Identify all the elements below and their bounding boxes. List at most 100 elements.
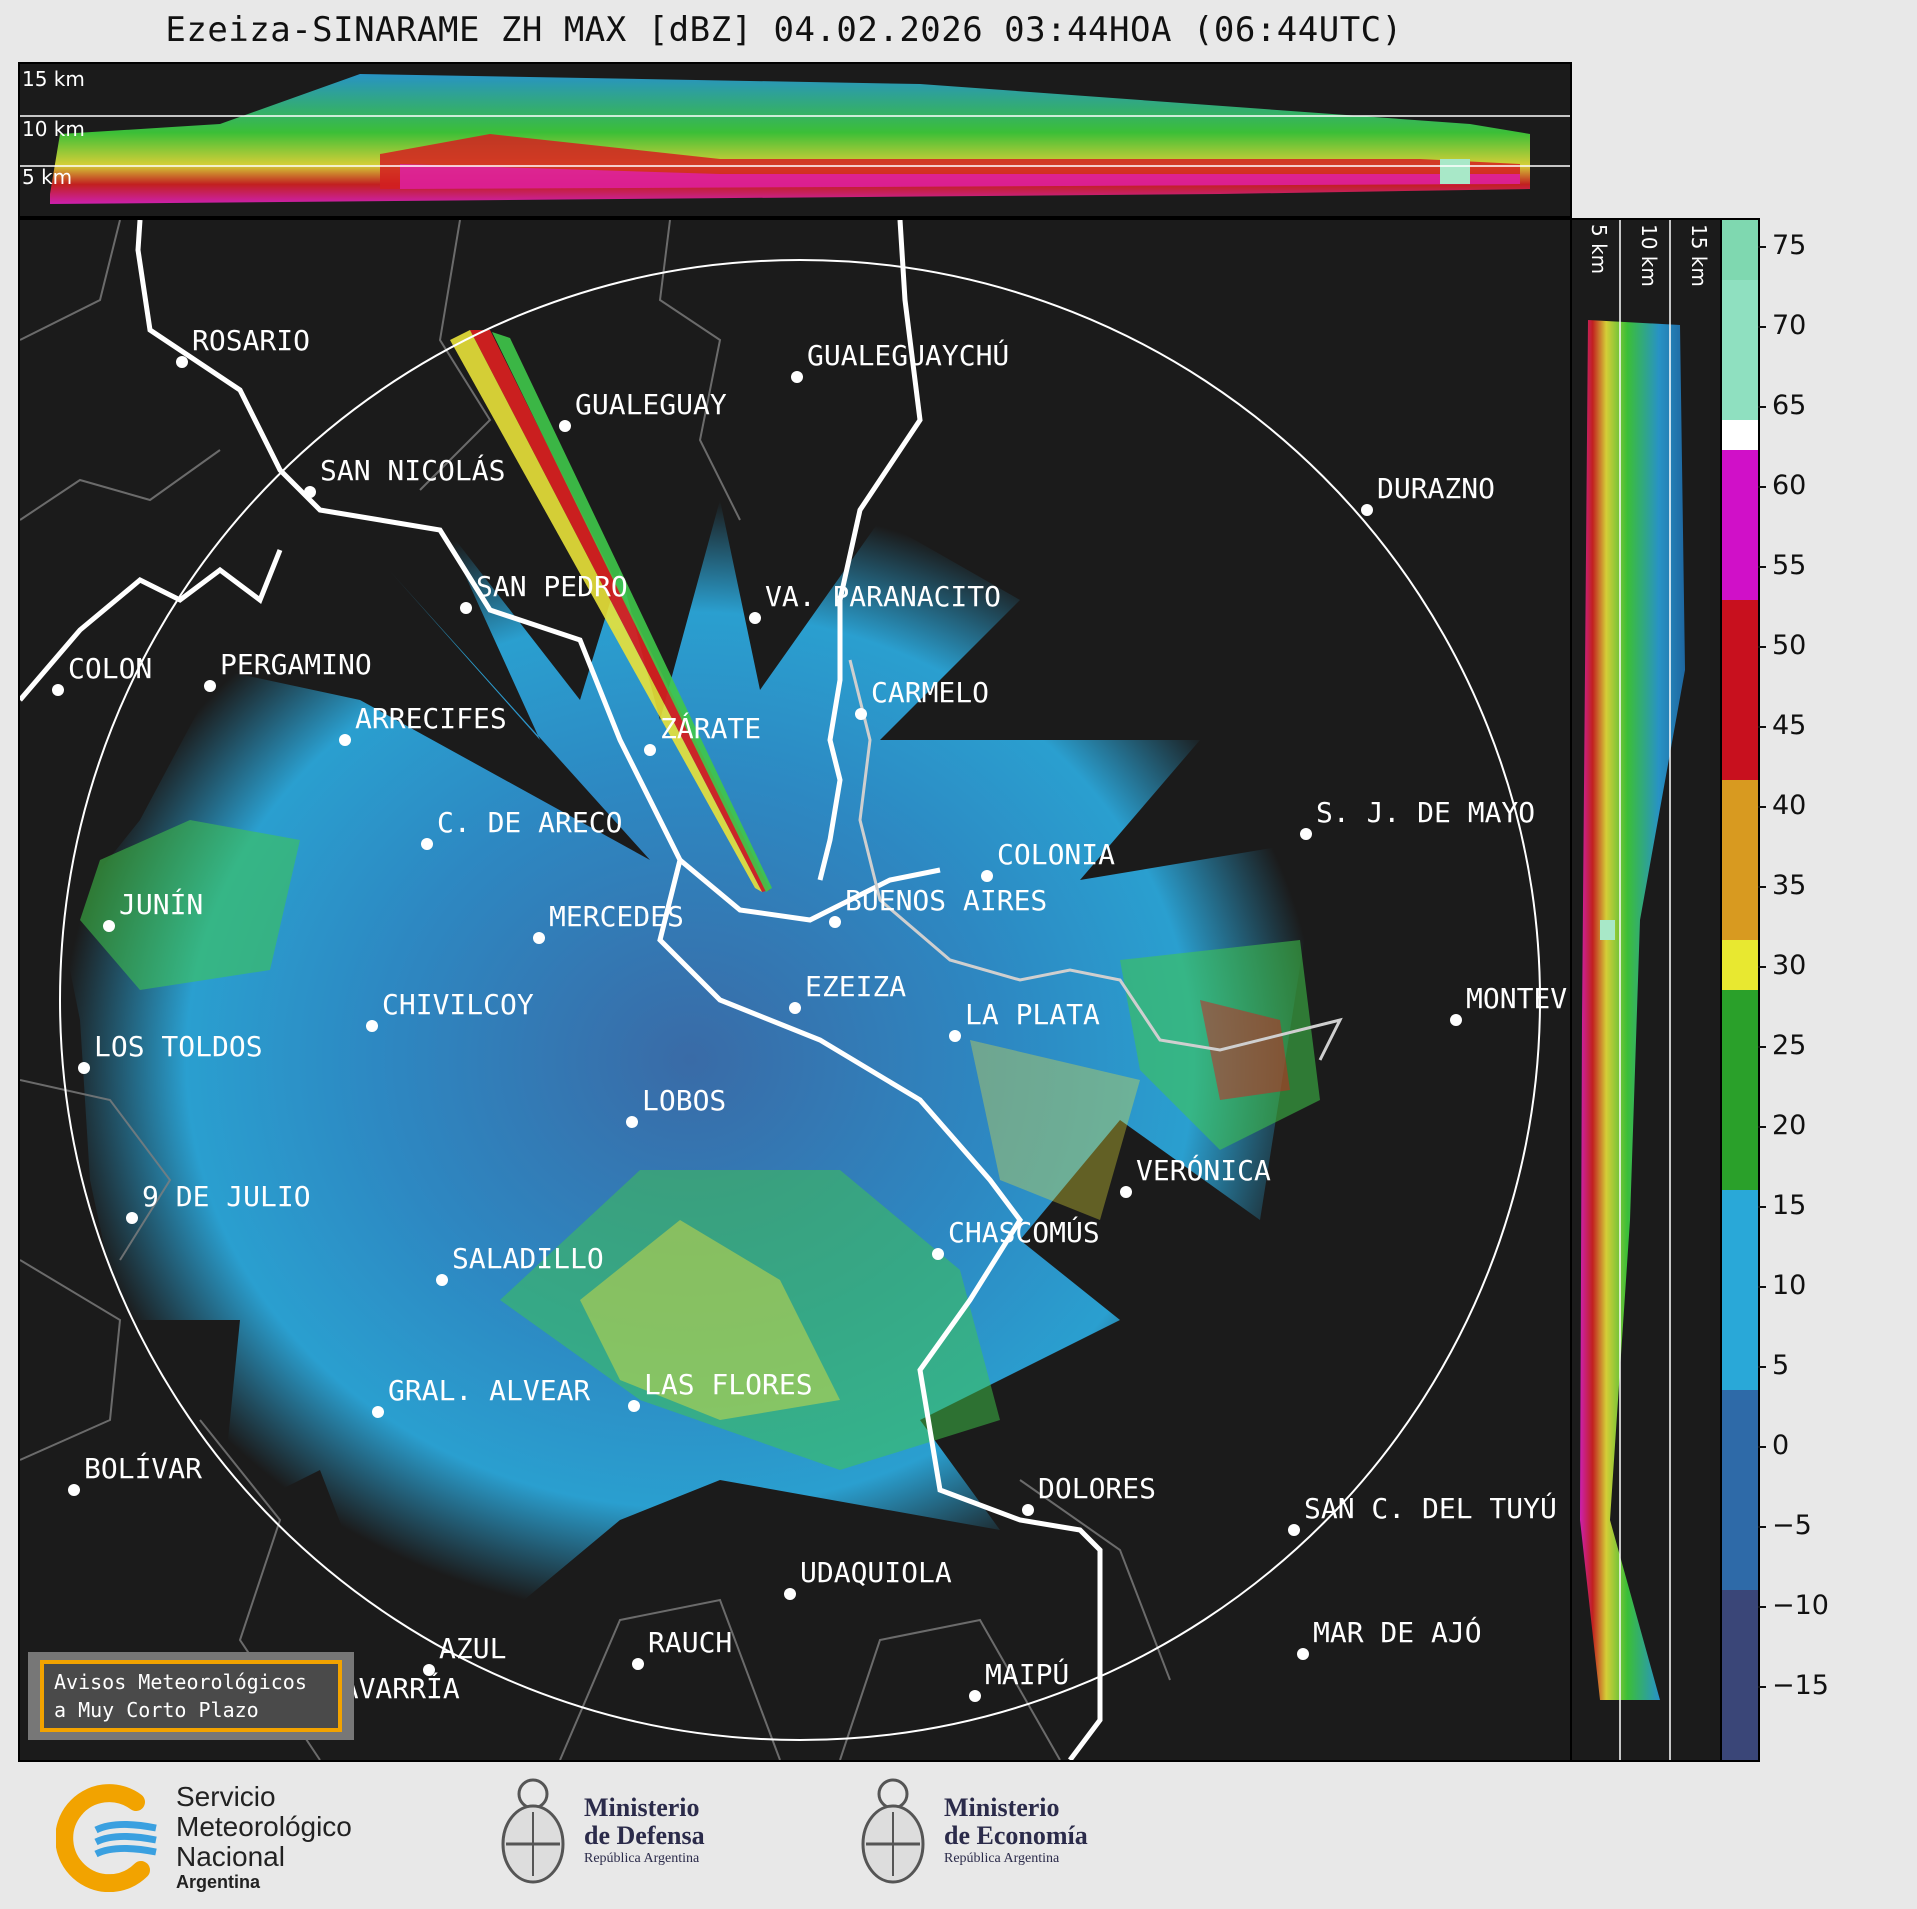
city-sj-de-mayo: S. J. DE MAYO (1300, 796, 1535, 840)
right-label-10km: 10 km (1637, 224, 1661, 287)
colorbar (1720, 218, 1760, 1762)
svg-text:ARRECIFES: ARRECIFES (355, 702, 507, 735)
svg-text:DOLORES: DOLORES (1038, 1472, 1156, 1505)
cb-tick: 20 (1758, 1110, 1806, 1141)
svg-text:BOLÍVAR: BOLÍVAR (84, 1451, 202, 1485)
cb-tick: 75 (1758, 230, 1806, 261)
svg-text:C. DE ARECO: C. DE ARECO (437, 806, 622, 839)
coat-of-arms-icon (861, 1778, 925, 1884)
river-coastline (20, 220, 1103, 1760)
smn-emblem-icon (56, 1784, 157, 1892)
svg-text:MONTEV: MONTEV (1466, 982, 1567, 1015)
city-buenos-aires: BUENOS AIRES (829, 884, 1047, 928)
city-rosario: ROSARIO (176, 324, 310, 368)
svg-text:CHASCOMÚS: CHASCOMÚS (948, 1215, 1100, 1249)
city-zarate: ZÁRATE (644, 711, 761, 756)
city-los-toldos: LOS TOLDOS (78, 1030, 263, 1074)
svg-text:DURAZNO: DURAZNO (1377, 472, 1495, 505)
defensa-line1: Ministerio (584, 1793, 700, 1822)
avisos-button[interactable]: Avisos Meteorológicos a Muy Corto Plazo (40, 1660, 342, 1732)
city-9-de-julio: 9 DE JULIO (126, 1180, 311, 1224)
svg-text:9 DE JULIO: 9 DE JULIO (142, 1180, 311, 1213)
city-va-paranacito: VA. PARANACITO (749, 580, 1001, 624)
cb-tick: −5 (1758, 1510, 1812, 1541)
chart-title: Ezeiza-SINARAME ZH MAX [dBZ] 04.02.2026 … (165, 10, 1403, 50)
city-udaquiola: UDAQUIOLA (784, 1556, 952, 1600)
city-veronica: VERÓNICA (1120, 1153, 1271, 1198)
economia-logo: Ministerio de Economía República Argenti… (856, 1772, 1136, 1902)
avisos-line2: a Muy Corto Plazo (54, 1698, 259, 1722)
coat-of-arms-icon (501, 1778, 565, 1884)
svg-text:LAS FLORES: LAS FLORES (644, 1368, 813, 1401)
cb-tick: 65 (1758, 390, 1806, 421)
top-cross-section: 15 km 10 km 5 km (18, 62, 1572, 218)
right-label-15km: 15 km (1687, 224, 1711, 287)
cb-tick: 15 (1758, 1190, 1806, 1221)
economia-line1: Ministerio (944, 1793, 1060, 1822)
colorbar-ticks: 75 70 65 60 55 50 45 40 35 30 25 20 15 1… (1758, 218, 1878, 1758)
svg-text:COLONIA: COLONIA (997, 838, 1115, 871)
city-mercedes: MERCEDES (533, 900, 684, 944)
city-carmelo: CARMELO (855, 676, 989, 720)
svg-text:CARMELO: CARMELO (871, 676, 989, 709)
svg-text:ROSARIO: ROSARIO (192, 324, 310, 357)
svg-text:ZÁRATE: ZÁRATE (660, 711, 761, 745)
svg-text:GUALEGUAYCHÚ: GUALEGUAYCHÚ (807, 338, 1009, 372)
cb-tick: 10 (1758, 1270, 1806, 1301)
smn-line1: Servicio (176, 1781, 276, 1812)
svg-text:SAN C. DEL TUYÚ: SAN C. DEL TUYÚ (1304, 1491, 1557, 1525)
svg-text:RAUCH: RAUCH (648, 1626, 732, 1659)
svg-text:LOS TOLDOS: LOS TOLDOS (94, 1030, 263, 1063)
city-montev: MONTEV (1450, 982, 1567, 1026)
city-arrecifes: ARRECIFES (339, 702, 507, 746)
cb-tick: −15 (1758, 1670, 1829, 1701)
svg-text:LOBOS: LOBOS (642, 1084, 726, 1117)
cb-tick: 0 (1758, 1430, 1789, 1461)
cb-tick: 55 (1758, 550, 1806, 581)
cb-tick: 40 (1758, 790, 1806, 821)
right-cross-section: 5 km 10 km 15 km (1568, 218, 1724, 1762)
smn-line3: Nacional (176, 1841, 285, 1872)
city-saladillo: SALADILLO (436, 1242, 604, 1286)
city-dolores: DOLORES (1022, 1472, 1156, 1516)
cb-tick: 50 (1758, 630, 1806, 661)
radar-echo (60, 330, 1320, 1620)
svg-text:UDAQUIOLA: UDAQUIOLA (800, 1556, 952, 1589)
svg-text:AZUL: AZUL (439, 1632, 506, 1665)
city-mar-de-ajo: MAR DE AJÓ (1297, 1615, 1482, 1660)
svg-text:SAN NICOLÁS: SAN NICOLÁS (320, 453, 505, 487)
svg-text:MAIPÚ: MAIPÚ (985, 1657, 1069, 1691)
cb-tick: 35 (1758, 870, 1806, 901)
cb-tick: −10 (1758, 1590, 1829, 1621)
cb-tick: 5 (1758, 1350, 1789, 1381)
city-bolivar: BOLÍVAR (68, 1451, 202, 1496)
city-chivilcoy: CHIVILCOY (366, 988, 534, 1032)
svg-text:CHIVILCOY: CHIVILCOY (382, 988, 534, 1021)
svg-text:BUENOS AIRES: BUENOS AIRES (845, 884, 1047, 917)
city-gral-alvear: GRAL. ALVEAR (372, 1374, 590, 1418)
city-san-c-del-tuyu: SAN C. DEL TUYÚ (1288, 1491, 1557, 1536)
city-azul: AZUL (423, 1632, 506, 1676)
cb-tick: 45 (1758, 710, 1806, 741)
svg-text:PERGAMINO: PERGAMINO (220, 648, 372, 681)
defensa-line3: República Argentina (584, 1851, 700, 1866)
city-maipu: MAIPÚ (969, 1657, 1069, 1702)
svg-text:GRAL. ALVEAR: GRAL. ALVEAR (388, 1374, 590, 1407)
city-markers: ROSARIO GUALEGUAYCHÚ GUALEGUAY SAN NICOL… (52, 324, 1567, 1716)
range-ring (59, 259, 1541, 1741)
city-colonia: COLONIA (981, 838, 1115, 882)
uruguay-coast (848, 659, 1343, 1061)
city-junin: JUNÍN (103, 887, 203, 932)
city-las-flores: LAS FLORES (628, 1368, 813, 1412)
svg-text:MERCEDES: MERCEDES (549, 900, 684, 933)
svg-text:JUNÍN: JUNÍN (119, 887, 203, 921)
svg-text:MAR DE AJÓ: MAR DE AJÓ (1313, 1615, 1482, 1649)
cb-tick: 30 (1758, 950, 1806, 981)
svg-text:COLON: COLON (68, 652, 152, 685)
city-gualeguaychu: GUALEGUAYCHÚ (791, 338, 1009, 383)
city-san-pedro: SAN PEDRO (460, 570, 628, 614)
economia-line2: de Economía (944, 1821, 1088, 1850)
city-san-nicolas: SAN NICOLÁS (304, 453, 505, 498)
defensa-logo: Ministerio de Defensa República Argentin… (496, 1772, 756, 1902)
smn-logo: Servicio Meteorológico Nacional Argentin… (56, 1782, 386, 1892)
